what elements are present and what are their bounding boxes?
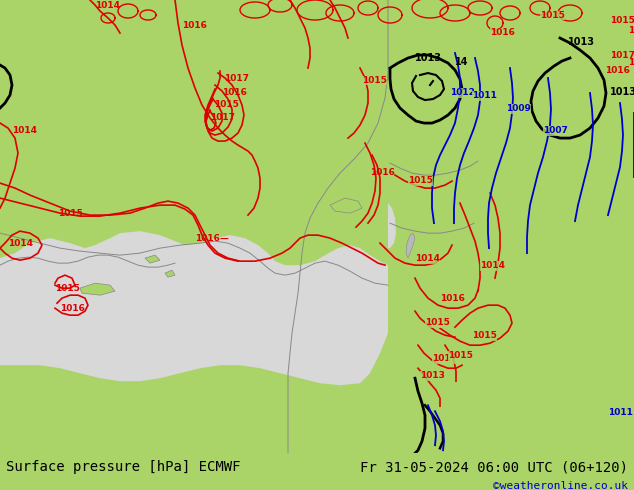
Text: 1015: 1015 (448, 351, 473, 360)
Text: 1009: 1009 (506, 104, 531, 113)
Text: 1016: 1016 (490, 28, 515, 37)
Text: 1007: 1007 (543, 126, 568, 135)
Polygon shape (165, 270, 175, 277)
Text: Surface pressure [hPa] ECMWF: Surface pressure [hPa] ECMWF (6, 460, 241, 474)
Polygon shape (330, 198, 362, 213)
Text: 14: 14 (455, 57, 469, 67)
Polygon shape (388, 203, 396, 248)
Text: 10: 10 (628, 26, 634, 35)
Text: 1016—: 1016— (195, 234, 229, 243)
Polygon shape (240, 0, 388, 128)
Text: 1016: 1016 (370, 168, 395, 177)
Text: 1015: 1015 (425, 318, 450, 327)
Text: 1015: 1015 (408, 176, 433, 185)
Text: 1014: 1014 (8, 239, 33, 248)
Text: 1013: 1013 (610, 87, 634, 97)
Text: 1015: 1015 (610, 16, 634, 25)
Text: 1012: 1012 (450, 88, 475, 97)
Text: ©weatheronline.co.uk: ©weatheronline.co.uk (493, 481, 628, 490)
Text: 1015: 1015 (214, 100, 239, 109)
Text: 1014: 1014 (415, 254, 440, 263)
Polygon shape (80, 283, 115, 295)
Text: 1016: 1016 (60, 304, 85, 313)
Text: 1015: 1015 (472, 331, 497, 340)
Text: 1011: 1011 (608, 408, 633, 417)
Polygon shape (145, 255, 160, 263)
Text: 1011: 1011 (472, 91, 497, 100)
Text: 1016: 1016 (440, 294, 465, 303)
Text: 1016: 1016 (222, 88, 247, 97)
Text: 1013: 1013 (568, 37, 595, 47)
Text: 1015: 1015 (540, 11, 565, 20)
Text: 1015: 1015 (55, 284, 80, 293)
Text: 1015: 1015 (362, 76, 387, 85)
Text: 1015: 1015 (58, 209, 83, 218)
Text: 1017: 1017 (224, 74, 249, 83)
Text: 1017: 1017 (610, 51, 634, 60)
Text: 1016: 1016 (605, 66, 630, 75)
Text: Fr 31-05-2024 06:00 UTC (06+120): Fr 31-05-2024 06:00 UTC (06+120) (359, 460, 628, 474)
Text: 1014: 1014 (12, 126, 37, 135)
Text: 1013: 1013 (420, 371, 445, 380)
Text: 1014: 1014 (95, 1, 120, 10)
Text: 1016: 1016 (182, 21, 207, 30)
Polygon shape (406, 233, 415, 258)
Text: 1017: 1017 (432, 354, 457, 363)
Polygon shape (390, 0, 634, 453)
Text: 10: 10 (628, 58, 634, 67)
Polygon shape (0, 0, 388, 385)
Text: 1014: 1014 (480, 261, 505, 270)
Text: 1013: 1013 (415, 53, 442, 63)
Text: 1017: 1017 (210, 113, 235, 122)
